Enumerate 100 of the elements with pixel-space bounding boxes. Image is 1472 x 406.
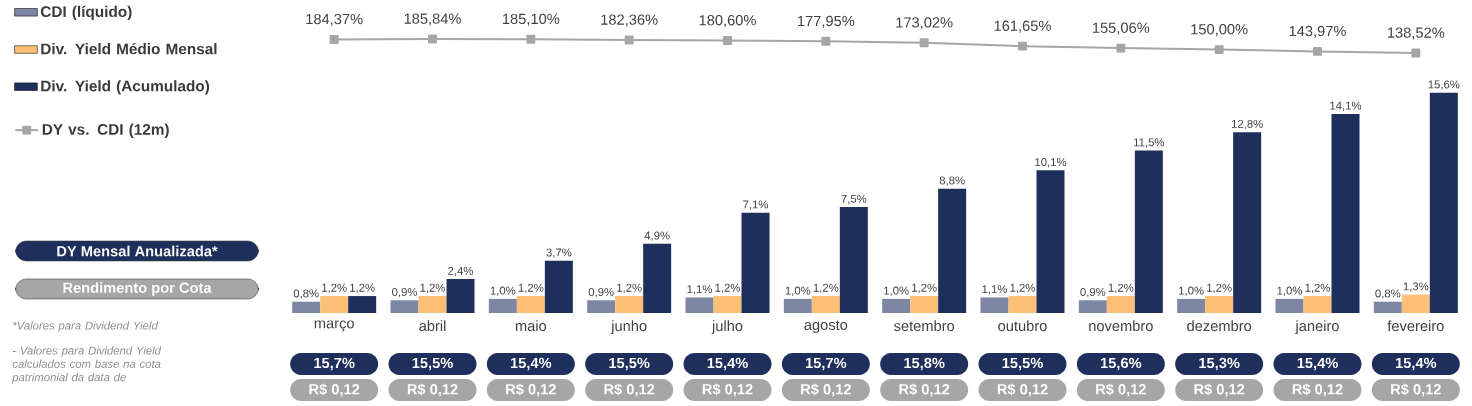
bar xyxy=(1134,150,1163,313)
text: R$ 0,12 xyxy=(309,383,360,397)
bar xyxy=(516,296,545,313)
legend-label: CDI (líquido) xyxy=(40,5,132,21)
point xyxy=(1411,48,1421,58)
text: *Valores para Dividend Yield xyxy=(12,321,159,332)
point xyxy=(428,34,437,44)
bar xyxy=(1429,92,1458,313)
legend-label: DY vs. CDI (12m) xyxy=(42,123,169,138)
data-label: 3,7% xyxy=(546,248,572,258)
data-label: 180,60% xyxy=(699,15,756,28)
text: 15,8% xyxy=(904,357,945,371)
point xyxy=(723,36,732,46)
text: R$ 0,12 xyxy=(506,383,556,397)
bar xyxy=(1008,296,1037,313)
bar xyxy=(713,296,742,313)
data-label: 1,2% xyxy=(912,283,937,294)
data-label: 1,0% xyxy=(884,286,909,296)
data-label: 185,84% xyxy=(404,13,461,26)
data-label: 1,1% xyxy=(982,285,1008,295)
text: 15,5% xyxy=(609,357,650,371)
text: R$ 0,12 xyxy=(801,383,851,397)
text: R$ 0,12 xyxy=(997,383,1048,397)
data-label: 1,2% xyxy=(1108,283,1134,294)
data-label: 1,2% xyxy=(617,283,642,294)
data-label: 1,1% xyxy=(687,285,713,295)
data-label: 7,1% xyxy=(743,200,769,210)
text: R$ 0,12 xyxy=(899,383,950,397)
bar xyxy=(390,300,419,313)
data-label: 14,1% xyxy=(1330,101,1362,111)
data-label: 10,1% xyxy=(1035,158,1067,168)
legend-label: Div. Yield Médio Mensal xyxy=(41,42,217,55)
bar xyxy=(1373,301,1402,313)
data-label: 150,00% xyxy=(1191,24,1248,37)
x-tick-label: dezembro xyxy=(1187,320,1252,332)
x-tick-label: outubro xyxy=(998,320,1047,332)
data-label: 177,95% xyxy=(797,15,855,28)
text: - Valores para Dividend Yield calculados com base na cota patrimonial da data de xyxy=(12,346,162,384)
x-tick-label: agosto xyxy=(804,320,848,333)
text: R$ 0,12 xyxy=(702,383,753,397)
x-tick-label: abril xyxy=(419,320,446,332)
point xyxy=(329,34,339,44)
bar xyxy=(544,260,573,313)
bar xyxy=(587,300,616,313)
text: R$ 0,12 xyxy=(1194,383,1245,397)
bar xyxy=(741,212,770,313)
data-label: 138,52% xyxy=(1387,27,1445,40)
data-label: 0,9% xyxy=(1080,287,1106,298)
data-label: 161,65% xyxy=(994,20,1051,33)
data-label: 1,2% xyxy=(350,283,375,294)
text: R$ 0,12 xyxy=(1096,383,1146,397)
bar xyxy=(1233,132,1262,313)
data-label: 7,5% xyxy=(841,194,867,205)
data-label: 155,06% xyxy=(1092,22,1150,35)
data-label: 185,10% xyxy=(503,13,560,26)
data-label: 1,0% xyxy=(1277,286,1303,296)
bar xyxy=(882,298,911,313)
text: 15,7% xyxy=(314,357,355,371)
point xyxy=(1214,45,1224,55)
bar xyxy=(348,296,377,313)
bar xyxy=(320,296,349,313)
point xyxy=(1018,41,1027,51)
data-label: 0,8% xyxy=(1375,289,1401,299)
bar xyxy=(1331,113,1360,313)
data-label: 1,2% xyxy=(813,283,839,294)
bar xyxy=(1401,294,1430,313)
point xyxy=(1116,43,1126,53)
bar xyxy=(910,296,939,313)
data-label: 1,0% xyxy=(785,286,811,296)
data-label: 15,6% xyxy=(1428,80,1460,90)
text: 15,4% xyxy=(1297,357,1338,371)
data-label: 0,8% xyxy=(293,289,319,299)
text: R$ 0,12 xyxy=(604,383,655,397)
data-label: 11,5% xyxy=(1134,138,1165,148)
text: 15,4% xyxy=(707,357,748,371)
point xyxy=(526,34,536,44)
data-label: 1,0% xyxy=(1179,286,1204,296)
data-label: 182,36% xyxy=(601,14,658,27)
data-label: 1,3% xyxy=(1403,282,1429,292)
bar xyxy=(811,296,840,313)
text: 15,4% xyxy=(510,357,552,371)
x-tick-label: julho xyxy=(711,320,743,335)
bar xyxy=(839,207,868,313)
bar xyxy=(418,296,447,313)
text: 15,6% xyxy=(1100,357,1142,371)
point xyxy=(624,35,634,45)
text: R$ 0,12 xyxy=(1292,383,1343,397)
bar xyxy=(1078,300,1107,313)
bar xyxy=(938,188,967,313)
bar xyxy=(1205,296,1234,313)
data-label: 2,4% xyxy=(448,266,474,277)
x-tick-label: junho xyxy=(610,320,647,335)
data-label: 1,2% xyxy=(322,283,347,294)
text: 15,5% xyxy=(1002,357,1043,371)
data-label: 1,2% xyxy=(518,283,544,294)
bar xyxy=(1106,296,1135,313)
x-tick-label: fevereiro xyxy=(1387,320,1444,332)
bar xyxy=(1036,170,1065,313)
bar xyxy=(783,298,812,313)
x-tick-label: maio xyxy=(515,320,547,332)
